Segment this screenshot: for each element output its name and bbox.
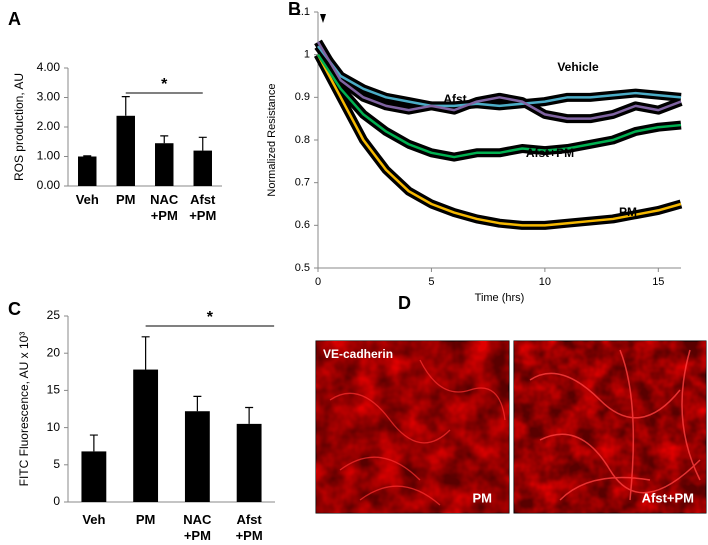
bar: [193, 150, 212, 186]
series-label: PM: [619, 205, 637, 219]
treatment-marker: [320, 14, 326, 23]
bar: [155, 143, 174, 186]
bar: [184, 411, 210, 502]
y-tick-label: 20: [47, 345, 61, 359]
series-line: [316, 54, 682, 227]
x-tick-label: 10: [539, 276, 551, 288]
y-axis-label: Normalized Resistance: [266, 83, 278, 196]
y-tick-label: 0.6: [295, 219, 310, 231]
series-line: [316, 41, 682, 120]
x-tick-label: NAC +PM: [183, 512, 212, 543]
error-bar: [141, 336, 150, 370]
error-bar: [121, 96, 130, 116]
y-tick-label: 4.00: [37, 60, 61, 74]
y-tick-label: 15: [47, 383, 61, 397]
panel-letter: A: [8, 9, 21, 29]
series-line: [317, 45, 682, 108]
series-label: Afst: [443, 92, 466, 106]
x-tick-label: 15: [652, 276, 664, 288]
y-tick-label: 0: [53, 494, 60, 508]
y-tick-label: 1: [304, 49, 310, 61]
condition-label: PM: [473, 490, 493, 505]
y-axis-label: FITC Fluorescence, AU x 10³: [17, 332, 31, 487]
x-tick-label: Veh: [75, 192, 99, 207]
y-tick-label: 1.00: [37, 149, 61, 163]
panel-letter: D: [398, 293, 411, 313]
x-tick-label: NAC +PM: [150, 192, 179, 223]
x-tick-label: PM: [116, 192, 136, 207]
error-bar: [89, 434, 98, 452]
series-line: [316, 53, 682, 159]
y-tick-label: 2.00: [37, 119, 61, 133]
error-bar: [193, 395, 202, 412]
y-tick-label: 0.9: [295, 91, 310, 103]
x-tick-label: Veh: [82, 512, 106, 527]
micrograph-afst-pm: [513, 340, 707, 514]
x-tick-label: 5: [428, 276, 434, 288]
significance-label: *: [161, 76, 168, 93]
y-axis-label: ROS production, AU: [12, 73, 26, 181]
y-tick-label: 1.1: [295, 6, 310, 18]
significance-label: *: [207, 309, 214, 326]
bar: [81, 451, 107, 502]
error-band: [314, 52, 683, 230]
y-tick-label: 0.5: [295, 262, 310, 274]
y-tick-label: 10: [47, 420, 61, 434]
condition-label: Afst+PM: [642, 490, 694, 505]
bar: [236, 423, 262, 502]
y-tick-label: 25: [47, 308, 61, 322]
panel-letter: B: [288, 0, 301, 19]
error-bar: [245, 406, 254, 424]
micrograph-pm: [315, 340, 510, 514]
error-bar: [83, 155, 92, 157]
series-label: Afst+PM: [526, 146, 574, 160]
x-tick-label: 0: [315, 276, 321, 288]
bar: [133, 369, 159, 502]
y-tick-label: 3.00: [37, 90, 61, 104]
y-tick-label: 0.7: [295, 177, 310, 189]
panel-letter: C: [8, 299, 21, 319]
x-tick-label: Afst +PM: [189, 192, 217, 223]
x-tick-label: Afst +PM: [235, 512, 263, 543]
x-axis-label: Time (hrs): [475, 292, 525, 304]
y-tick-label: 0.00: [37, 178, 61, 192]
error-bar: [198, 136, 207, 151]
y-tick-label: 5: [53, 457, 60, 471]
y-tick-label: 0.8: [295, 134, 310, 146]
bar: [116, 115, 135, 186]
stain-label: VE-cadherin: [323, 347, 393, 361]
x-tick-label: PM: [135, 512, 156, 527]
error-bar: [160, 135, 169, 144]
series-label: Vehicle: [557, 60, 599, 74]
bar: [78, 156, 97, 186]
